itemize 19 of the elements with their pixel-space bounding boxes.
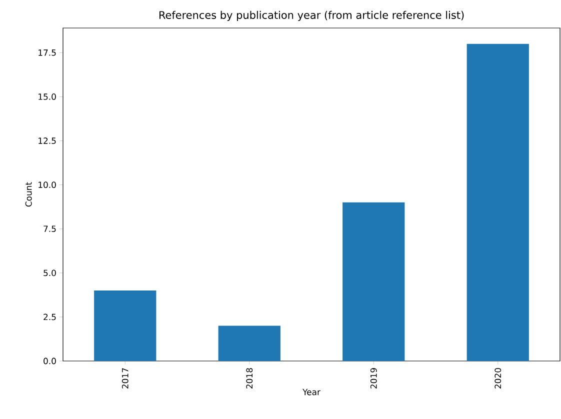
y-tick-label: 7.5 bbox=[44, 226, 56, 232]
x-tick-label: 2020 bbox=[494, 368, 502, 388]
y-tick-label: 15.0 bbox=[38, 94, 56, 100]
y-tick-label: 0.0 bbox=[44, 358, 56, 364]
chart-title: References by publication year (from article reference list) bbox=[159, 10, 464, 21]
y-tick-label: 17.5 bbox=[38, 50, 56, 56]
x-tick-label: 2018 bbox=[246, 368, 253, 388]
bar bbox=[342, 202, 405, 361]
y-tick-label: 2.5 bbox=[44, 314, 56, 320]
y-tick-label: 10.0 bbox=[38, 182, 56, 188]
y-tick-label: 12.5 bbox=[38, 138, 56, 144]
x-tick-label: 2019 bbox=[370, 368, 377, 388]
bar bbox=[466, 44, 529, 361]
bar bbox=[94, 290, 156, 361]
x-axis-title: Year bbox=[302, 388, 320, 396]
x-tick-label: 2017 bbox=[122, 368, 128, 388]
y-axis-title: Count bbox=[25, 182, 32, 207]
y-tick-label: 5.0 bbox=[44, 270, 56, 276]
bar bbox=[218, 326, 280, 361]
